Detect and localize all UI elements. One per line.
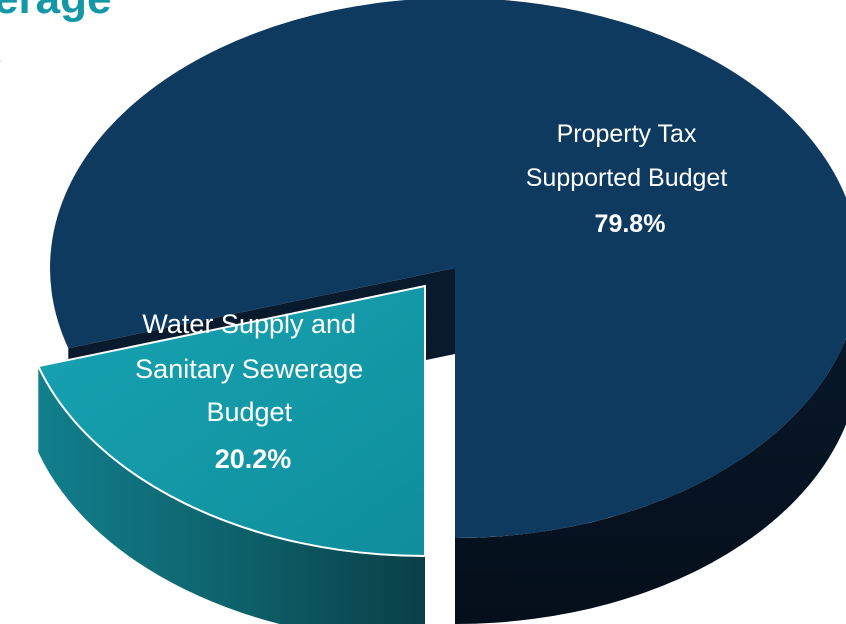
slice-percent-water-sewer: 20.2% xyxy=(215,444,292,474)
pie-slice-water-sewer-side xyxy=(38,366,425,624)
slice-percent-property-tax: 79.8% xyxy=(595,210,666,238)
pie-slice-property-tax-side xyxy=(455,338,846,624)
slice-label-property-tax-line-2: Supported Budget xyxy=(526,164,728,192)
page-title: erage t xyxy=(0,0,111,74)
page-title-line-2: t xyxy=(0,24,111,74)
slice-label-water-sewer: Water Supply and Sanitary Sewerage Budge… xyxy=(135,309,371,474)
page-title-line-1: erage xyxy=(0,0,111,24)
slice-label-water-sewer-line-3: Budget xyxy=(206,397,292,427)
slice-label-property-tax: Property Tax Supported Budget 79.8% xyxy=(526,120,735,238)
slice-label-water-sewer-line-1: Water Supply and xyxy=(142,309,356,339)
slice-label-property-tax-line-1: Property Tax xyxy=(557,120,697,148)
pie-slice-property-tax xyxy=(50,0,846,538)
pie-slice-water-sewer xyxy=(36,284,426,558)
slice-label-water-sewer-line-2: Sanitary Sewerage xyxy=(135,354,363,384)
